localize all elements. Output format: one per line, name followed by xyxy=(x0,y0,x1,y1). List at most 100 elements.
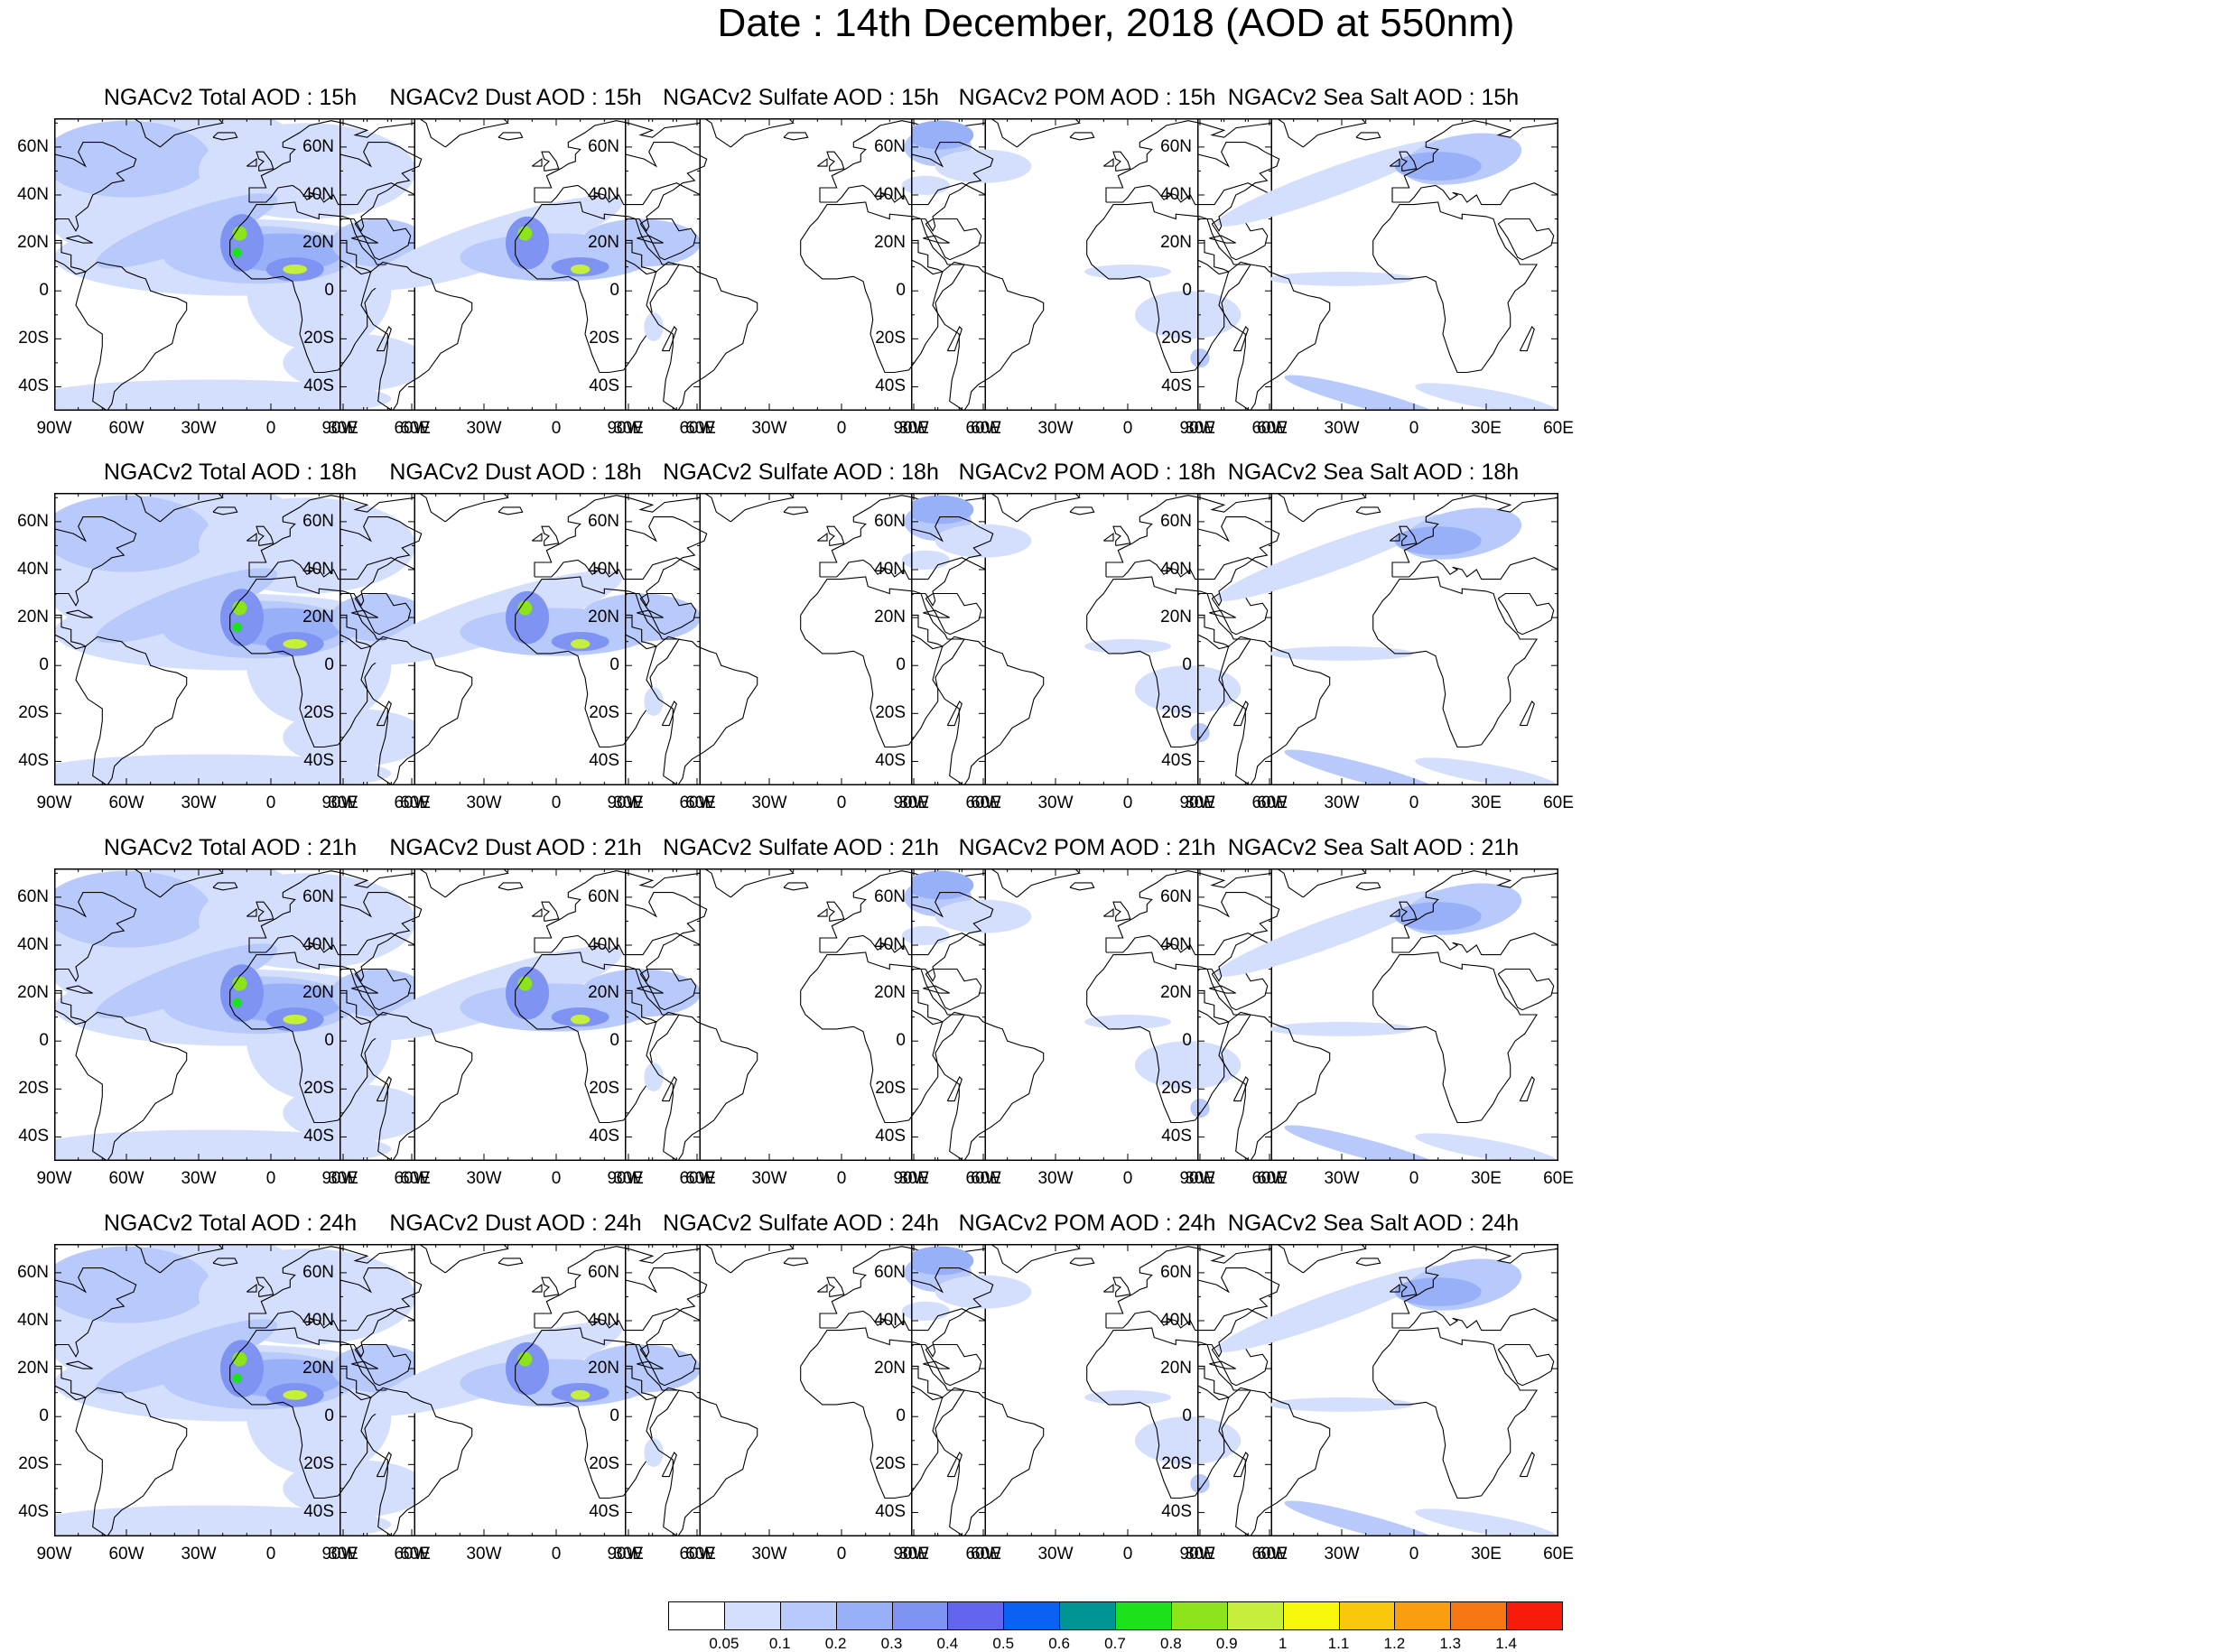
lon-tick-label: 90W xyxy=(36,1545,72,1564)
coastline xyxy=(1497,968,1555,1011)
panel-title: NGACv2 Dust AOD : 24h xyxy=(389,1211,642,1236)
coastline xyxy=(418,493,509,523)
lat-tick-label: 40S xyxy=(303,751,334,771)
lon-tick-label: 60E xyxy=(1543,1169,1574,1188)
coastline xyxy=(1209,1360,1236,1369)
lon-tick-label: 60E xyxy=(971,1169,1001,1188)
coastline xyxy=(826,525,845,546)
lat-tick-label: 40S xyxy=(589,1127,619,1146)
coastline xyxy=(1497,1343,1555,1387)
coastline xyxy=(1232,326,1249,352)
coastline xyxy=(816,908,828,917)
lat-tick-label: 20S xyxy=(18,1079,49,1099)
panel-title: NGACv2 Total AOD : 21h xyxy=(103,835,358,860)
coastline xyxy=(911,989,944,1026)
lon-tick-label: 30W xyxy=(1324,1169,1360,1188)
lat-tick-label: 20S xyxy=(303,1079,334,1099)
lat-tick-label: 20S xyxy=(589,703,619,723)
aod-region xyxy=(911,120,974,150)
aod-region xyxy=(1135,1041,1242,1090)
lat-tick-label: 40N xyxy=(588,934,619,954)
coastline xyxy=(1209,609,1236,618)
colorbar-label: 1.4 xyxy=(1495,1635,1517,1652)
lon-tick-label: 60E xyxy=(400,1545,431,1564)
map-frame xyxy=(54,1244,415,1536)
panel-title: NGACv2 Sea Salt AOD : 21h xyxy=(1227,835,1520,860)
lat-tick-label: 40S xyxy=(18,751,49,771)
colorbar-swatch xyxy=(1282,1601,1340,1630)
aod-region xyxy=(571,265,591,274)
lon-tick-label: 60E xyxy=(685,794,716,812)
coastline xyxy=(932,1011,1045,1161)
lon-tick-label: 30E xyxy=(1471,1545,1502,1564)
lat-tick-label: 0 xyxy=(609,1406,619,1426)
coastline xyxy=(1069,882,1095,891)
coastline xyxy=(229,951,395,1124)
coastline xyxy=(1197,1365,1231,1401)
aod-region xyxy=(96,1319,278,1395)
coastline xyxy=(248,870,415,956)
lon-tick-label: 30W xyxy=(1324,419,1360,438)
lat-tick-label: 0 xyxy=(896,281,906,301)
coastline xyxy=(541,901,560,922)
map-border xyxy=(1197,1244,1558,1536)
lon-tick-label: 90W xyxy=(607,1545,643,1564)
aod-region xyxy=(935,524,1032,558)
aod-map xyxy=(54,1244,415,1536)
lon-tick-label: 90W xyxy=(607,794,643,812)
map-border xyxy=(1197,868,1558,1161)
aod-region xyxy=(580,1344,701,1393)
lon-tick-label: 30E xyxy=(1471,794,1502,812)
lon-tick-label: 30E xyxy=(898,1545,929,1564)
lon-tick-label: 30W xyxy=(1324,1545,1360,1564)
aod-map xyxy=(1197,868,1558,1161)
lon-tick-label: 90W xyxy=(893,1545,929,1564)
coastline xyxy=(625,516,708,607)
aod-region xyxy=(96,568,278,644)
lon-tick-label: 60E xyxy=(685,1545,716,1564)
lon-tick-label: 90W xyxy=(36,419,72,438)
lon-tick-label: 60W xyxy=(108,1169,144,1188)
aod-region xyxy=(506,590,549,645)
aod-region xyxy=(644,312,664,341)
lon-tick-label: 30E xyxy=(613,1169,644,1188)
lon-tick-label: 30W xyxy=(1037,419,1074,438)
aod-region xyxy=(54,379,392,411)
lon-tick-label: 60E xyxy=(400,794,431,812)
lon-tick-label: 90W xyxy=(1179,794,1215,812)
lat-tick-label: 60N xyxy=(874,886,906,906)
lon-tick-label: 30W xyxy=(1037,1545,1074,1564)
lat-tick-label: 20S xyxy=(1161,703,1192,723)
lat-tick-label: 40N xyxy=(1160,934,1192,954)
panel-title: NGACv2 Sea Salt AOD : 15h xyxy=(1227,85,1520,110)
figure-title: Date : 14th December, 2018 (AOD at 550nm… xyxy=(717,1,1515,45)
coastline xyxy=(376,1452,392,1478)
coastline xyxy=(1391,870,1558,956)
lat-tick-label: 40N xyxy=(588,184,619,204)
lon-tick-label: 90W xyxy=(321,1169,358,1188)
lon-tick-label: 30W xyxy=(466,1169,502,1188)
lon-tick-label: 60E xyxy=(1257,794,1288,812)
lat-tick-label: 20N xyxy=(874,608,906,627)
lat-tick-label: 20N xyxy=(588,1359,619,1378)
lon-tick-label: 60E xyxy=(971,419,1001,438)
map-panel: NGACv2 Dust AOD : 21h 60N 40N 20N 0 20S 40S 90W… xyxy=(285,834,728,1208)
coastline xyxy=(229,576,395,748)
lon-tick-label: 60E xyxy=(971,794,1001,812)
lat-tick-label: 60N xyxy=(588,136,619,156)
coastline xyxy=(625,614,658,650)
lon-tick-label: 30E xyxy=(898,419,929,438)
lon-tick-label: 30W xyxy=(1324,794,1360,812)
lat-tick-label: 40N xyxy=(302,1310,334,1330)
aod-region xyxy=(571,1390,591,1400)
lat-tick-label: 40N xyxy=(1160,1310,1192,1330)
colorbar-label: 1.2 xyxy=(1383,1635,1406,1652)
map-frame xyxy=(911,118,1272,411)
aod-region xyxy=(1415,383,1558,411)
lat-tick-label: 0 xyxy=(39,1031,49,1051)
colorbar-label: 0.7 xyxy=(1104,1635,1126,1652)
coastline xyxy=(376,701,392,727)
coastline xyxy=(1391,495,1558,580)
lat-tick-label: 20N xyxy=(874,983,906,1003)
panel-title: NGACv2 Dust AOD : 15h xyxy=(389,85,642,110)
